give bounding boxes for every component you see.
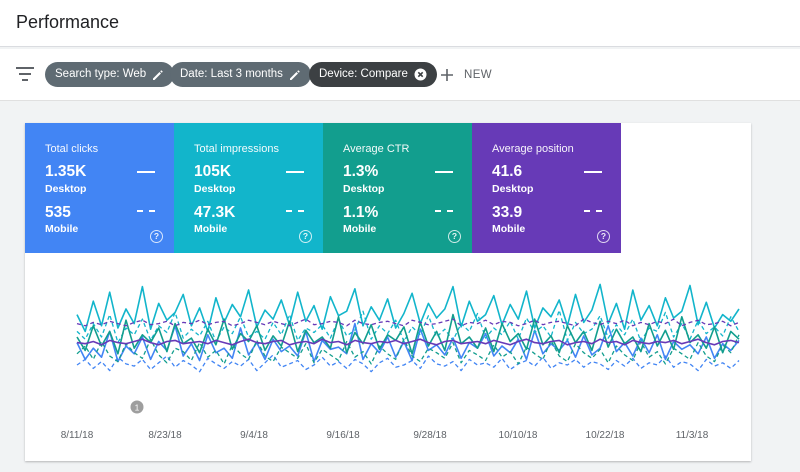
series-line-average-ctr-desktop (76, 313, 740, 355)
metric-card-total-clicks[interactable]: Total clicks 1.35K Desktop 535 Mobile ? (25, 123, 174, 253)
pencil-icon[interactable] (289, 69, 301, 81)
dashed-line-legend (137, 210, 155, 212)
filter-icon[interactable] (16, 67, 34, 81)
metric-label: Average position (492, 143, 574, 155)
new-filter-button[interactable]: NEW (440, 65, 492, 85)
help-icon[interactable]: ? (597, 230, 610, 243)
pencil-icon[interactable] (152, 69, 164, 81)
close-circle-icon[interactable] (414, 68, 427, 81)
x-tick-label: 10/10/18 (499, 430, 538, 441)
series-line-total-clicks-desktop (76, 322, 740, 363)
series-line-total-impressions-desktop (76, 283, 740, 333)
desktop-value: 1.3% (343, 163, 379, 180)
dashed-line-legend (584, 210, 602, 212)
metric-label: Total impressions (194, 143, 279, 155)
x-tick-label: 8/11/18 (61, 430, 94, 441)
annotation-marker[interactable]: 1 (130, 400, 144, 414)
dashed-line-legend (286, 210, 304, 212)
x-tick-label: 9/16/18 (326, 430, 360, 441)
metric-card-total-impressions[interactable]: Total impressions 105K Desktop 47.3K Mob… (174, 123, 323, 253)
mobile-label: Mobile (45, 223, 79, 235)
metric-label: Total clicks (45, 143, 99, 155)
desktop-label: Desktop (194, 183, 236, 195)
x-tick-label: 10/22/18 (586, 430, 625, 441)
page-title: Performance (16, 12, 120, 32)
series-line-total-impressions-mobile (76, 309, 740, 344)
mobile-value: 47.3K (194, 204, 236, 221)
desktop-value: 105K (194, 163, 232, 180)
series-line-average-position-mobile (76, 318, 740, 327)
filter-bar: Search type: Web Date: Last 3 months Dev… (0, 49, 800, 101)
performance-card: Total clicks 1.35K Desktop 535 Mobile ? … (25, 123, 751, 461)
mobile-label: Mobile (492, 223, 526, 235)
solid-line-legend (286, 171, 304, 173)
desktop-value: 1.35K (45, 163, 87, 180)
mobile-label: Mobile (194, 223, 228, 235)
series-line-average-ctr-mobile (76, 334, 740, 365)
device-compare-chip[interactable]: Device: Compare (309, 62, 437, 87)
dashed-line-legend (435, 210, 453, 212)
x-tick-label: 11/3/18 (676, 430, 709, 441)
chip-label: Device: Compare (319, 68, 408, 80)
mobile-value: 1.1% (343, 204, 379, 221)
plus-icon (441, 69, 453, 81)
date-range-chip[interactable]: Date: Last 3 months (170, 62, 311, 87)
series-line-average-position-desktop (76, 338, 740, 346)
help-icon[interactable]: ? (299, 230, 312, 243)
performance-chart[interactable]: 1 8/11/18 8/23/18 9/4/18 9/16/18 9/28/18 10/1… (25, 253, 751, 461)
mobile-value: 535 (45, 204, 71, 221)
metric-label: Average CTR (343, 143, 410, 155)
solid-line-legend (137, 171, 155, 173)
desktop-value: 41.6 (492, 163, 523, 180)
x-tick-label: 9/28/18 (413, 430, 447, 441)
metric-card-average-ctr[interactable]: Average CTR 1.3% Desktop 1.1% Mobile ? (323, 123, 472, 253)
desktop-label: Desktop (492, 183, 534, 195)
metric-card-average-position[interactable]: Average position 41.6 Desktop 33.9 Mobil… (472, 123, 621, 253)
solid-line-legend (584, 171, 602, 173)
mobile-value: 33.9 (492, 204, 523, 221)
chip-label: Date: Last 3 months (180, 68, 283, 80)
chip-label: Search type: Web (55, 68, 147, 80)
desktop-label: Desktop (45, 183, 87, 195)
help-icon[interactable]: ? (448, 230, 461, 243)
annotation-badge-label: 1 (135, 403, 140, 413)
desktop-label: Desktop (343, 183, 385, 195)
series-line-total-clicks-mobile (76, 354, 740, 373)
search-type-chip[interactable]: Search type: Web (45, 62, 175, 87)
new-filter-label: NEW (464, 69, 493, 81)
x-tick-label: 8/23/18 (148, 430, 182, 441)
solid-line-legend (435, 171, 453, 173)
x-tick-label: 9/4/18 (240, 430, 268, 441)
mobile-label: Mobile (343, 223, 377, 235)
help-icon[interactable]: ? (150, 230, 163, 243)
top-bar: Performance (0, 0, 800, 47)
